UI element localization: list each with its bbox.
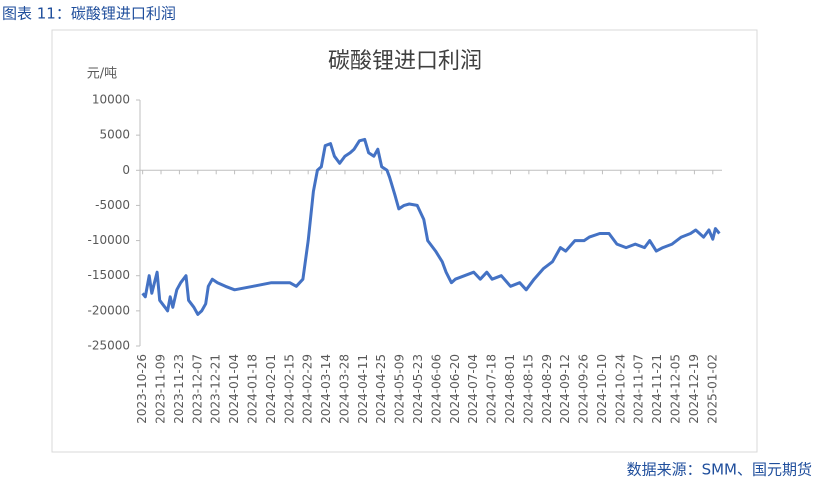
x-tick-label: 2024-06-20	[448, 354, 462, 424]
chart-frame	[51, 29, 758, 453]
x-tick-label: 2023-10-26	[135, 354, 149, 424]
x-tick-label: 2024-10-24	[613, 354, 627, 424]
x-tick-label: 2024-01-04	[227, 354, 241, 424]
y-tick-label: -25000	[87, 339, 130, 353]
x-tick-label: 2024-03-14	[319, 354, 333, 424]
x-tick-label: 2023-12-21	[209, 354, 223, 424]
y-tick-label: 0	[122, 163, 130, 177]
x-tick-label: 2024-08-29	[540, 354, 554, 424]
x-tick-label: 2024-08-01	[503, 354, 517, 424]
x-tick-label: 2024-11-21	[650, 354, 664, 424]
x-tick-label: 2024-02-15	[282, 354, 296, 424]
x-tick-label: 2024-04-11	[356, 354, 370, 424]
x-tick-label: 2024-09-26	[577, 354, 591, 424]
x-tick-label: 2023-11-23	[172, 354, 186, 424]
source: 数据来源：SMM、国元期货	[627, 461, 812, 479]
x-tick-label: 2023-11-09	[154, 354, 168, 424]
x-tick-label: 2024-01-18	[245, 354, 259, 424]
x-tick-label: 2024-09-12	[558, 354, 572, 424]
x-tick-label: 2025-01-02	[705, 354, 719, 424]
y-tick-label: 10000	[92, 93, 130, 107]
y-tick-label: -10000	[87, 233, 130, 247]
chart-title: 碳酸锂进口利润	[328, 49, 482, 74]
x-tick-label: 2024-12-19	[687, 354, 701, 424]
y-tick-label: 5000	[99, 128, 130, 142]
x-tick-label: 2024-03-28	[337, 354, 351, 424]
x-tick-label: 2024-10-10	[595, 354, 609, 424]
y-tick-label: -5000	[95, 198, 130, 212]
x-tick-label: 2024-05-09	[393, 354, 407, 424]
x-tick-label: 2024-04-25	[374, 354, 388, 424]
x-tick-label: 2023-12-07	[190, 354, 204, 424]
x-tick-label: 2024-11-07	[632, 354, 646, 424]
x-tick-label: 2024-12-05	[669, 354, 683, 424]
x-tick-label: 2024-07-04	[466, 354, 480, 424]
x-tick-label: 2024-07-18	[485, 354, 499, 424]
x-tick-label: 2024-06-06	[429, 354, 443, 424]
x-tick-label: 2024-02-01	[264, 354, 278, 424]
caption: 图表 11：碳酸锂进口利润	[2, 5, 176, 23]
x-tick-label: 2024-05-23	[411, 354, 425, 424]
y-tick-label: -20000	[87, 303, 130, 317]
x-tick-label: 2024-08-15	[521, 354, 535, 424]
line	[141, 137, 721, 316]
y-tick-label: -15000	[87, 268, 130, 282]
x-tick-label: 2024-02-29	[301, 354, 315, 424]
y-axis-label: 元/吨	[87, 67, 117, 82]
